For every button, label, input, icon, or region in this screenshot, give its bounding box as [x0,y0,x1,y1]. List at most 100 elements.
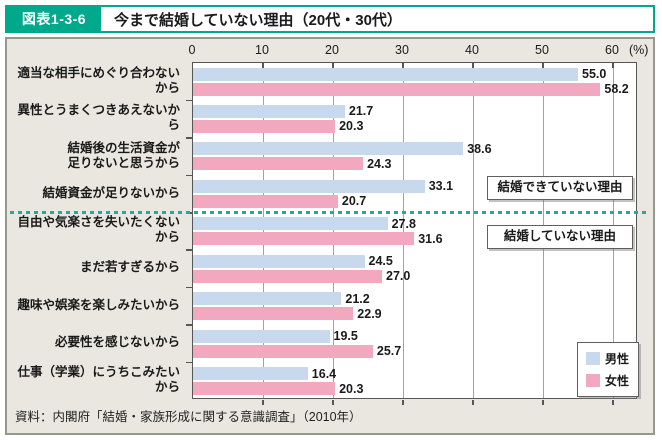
bar-group: 21.7 20.3 [193,100,636,137]
bar-value-label: 27.8 [391,216,416,231]
y-axis-tick-mark [186,137,192,139]
axis-tick-mark [542,400,544,405]
legend-label-female: 女性 [605,374,630,388]
bar-female [193,232,415,246]
bar-female [193,344,373,358]
group-separator-line [10,210,650,214]
axis-tick-label: 40 [465,43,479,57]
bar-row-female: 20.7 [193,194,366,208]
legend-item-female: 女性 [586,372,630,389]
legend-label-male: 男性 [605,352,630,366]
axis-tick-mark [612,400,614,405]
bar-value-label: 16.4 [311,366,337,381]
category-label: 異性とうまくつきあえないから [17,103,180,133]
figure-header: 図表1-3-6 今まで結婚していない理由（20代・30代） [5,5,655,33]
axis-tick-mark [332,63,334,68]
bar-row-female: 58.2 [193,82,629,96]
bar-value-label: 33.1 [428,179,454,194]
axis-tick-mark [402,400,404,405]
y-axis-tick-mark [186,324,192,326]
legend-item-male: 男性 [586,350,630,367]
y-axis-tick-mark [186,361,192,364]
bar-value-label: 19.5 [333,329,358,344]
axis-tick-mark [542,63,544,68]
category-label: 仕事（学業）にうちこみたいから [17,365,180,395]
bar-group: 55.0 58.2 [193,63,636,100]
axis-unit-label: (%) [629,43,649,57]
source-note: 資料：内閣府「結婚・家族形成に関する意識調査」（2010年） [15,410,362,424]
axis-tick-label: 30 [395,43,409,57]
axis-tick-label: 50 [535,43,549,57]
bar-female [193,157,364,171]
axis-tick-label: 60 [605,43,619,57]
bar-group: 27.8 31.6 [193,213,636,250]
bar-value-label: 20.3 [339,119,364,134]
bar-group: 16.4 20.3 [193,363,636,400]
bar-female [193,269,382,283]
bar-value-label: 21.7 [348,104,374,119]
bar-male [193,254,365,268]
y-axis-tick-mark [186,174,192,177]
bar-female [193,307,354,321]
axis-tick-label: 10 [255,43,269,57]
axis-tick-mark [472,63,474,68]
legend: 男性 女性 [577,342,639,397]
bar-male [193,179,425,193]
bar-value-label: 20.3 [339,381,364,396]
bar-row-female: 27.0 [193,269,411,284]
male-swatch [586,352,600,365]
bar-row-female: 22.9 [193,306,382,321]
figure-title: 今まで結婚していない理由（20代・30代） [114,11,402,29]
axis-tick-mark [332,400,334,405]
bar-row-female: 24.3 [193,157,391,171]
bar-row-male: 27.8 [193,216,416,231]
axis-tick-label: 20 [325,43,339,57]
bar-male [193,104,345,118]
bar-male [193,292,342,306]
gridline [262,63,264,398]
bar-row-male: 19.5 [193,329,358,344]
bar-row-male: 21.7 [193,104,374,119]
bar-male [193,67,578,81]
bar-value-label: 25.7 [376,344,402,359]
category-label: 自由や気楽さを失いたくないから [17,215,180,245]
category-label: まだ若すぎるから [79,260,180,275]
bar-female [193,119,336,133]
bar-row-female: 20.3 [193,119,364,134]
annotation-not-marry-box: 結婚していない理由 [487,225,633,249]
axis-tick-mark [402,63,404,68]
axis-tick-mark [612,63,614,68]
bar-male [193,217,388,231]
annotation-cannot-marry-box: 結婚できていない理由 [487,176,633,200]
bar-value-label: 21.2 [345,291,370,306]
chart-frame: 0 10 20 30 40 50 60 (%) 適当な相手にめぐり合わないから 異性とうまくつ… [5,37,655,435]
y-axis-tick-mark [186,286,192,289]
axis-tick-mark [472,400,474,405]
bar-group: 19.5 25.7 [193,325,636,362]
gridline [402,63,404,398]
category-labels: 適当な相手にめぐり合わないから 異性とうまくつきあえないから結婚後の生活資金が 足… [7,62,186,399]
bar-value-label: 24.5 [368,254,393,269]
bar-female [193,82,601,96]
y-axis-tick-mark [186,249,192,251]
bar-row-male: 24.5 [193,254,393,269]
category-label: 適当な相手にめぐり合わないから [17,65,180,95]
bar-male [193,367,308,381]
bar-row-male: 21.2 [193,291,370,306]
figure-number-badge: 図表1-3-6 [7,7,101,31]
bar-value-label: 31.6 [418,231,443,246]
bar-group: 38.6 24.3 [193,138,636,175]
y-axis-tick-mark [186,99,192,102]
bar-group: 24.5 27.0 [193,250,636,287]
category-label: 結婚資金が足りないから [42,185,180,200]
bar-value-label: 22.9 [357,306,382,321]
category-label: 趣味や娯楽を楽しみたいから [17,297,180,312]
bar-group: 33.1 20.7 [193,175,636,212]
category-label: 必要性を感じないから [54,335,180,350]
bar-row-female: 31.6 [193,231,443,246]
category-label: 結婚後の生活資金が 足りないと思うから [67,140,180,170]
gridline [332,63,334,398]
bar-value-label: 38.6 [467,141,492,156]
bar-value-label: 27.0 [386,269,411,284]
